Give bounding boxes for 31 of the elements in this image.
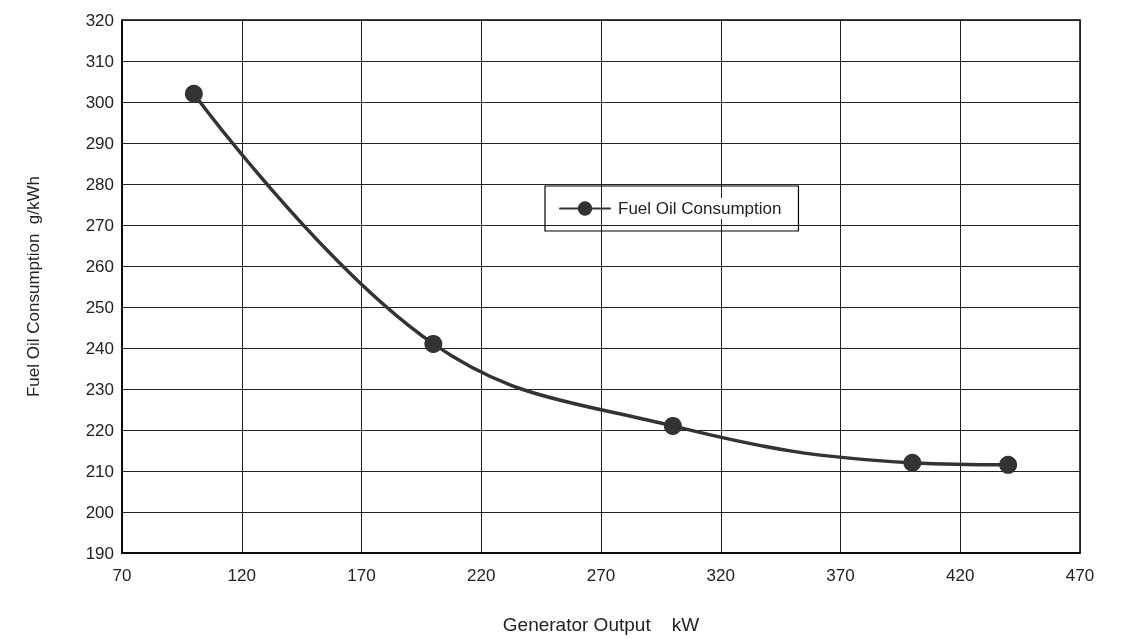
legend-label: Fuel Oil Consumption — [618, 199, 782, 218]
y-tick-label: 200 — [85, 502, 114, 522]
point — [903, 453, 922, 472]
y-tick-label: 310 — [85, 51, 114, 71]
y-axis-title: Fuel Oil Consumption g/kWh — [24, 175, 43, 398]
point — [999, 455, 1018, 474]
y-tick-label: 270 — [85, 215, 114, 235]
x-tick-label: 120 — [227, 566, 256, 585]
x-tick-label: 270 — [586, 566, 616, 585]
x-tick-label: 420 — [946, 566, 975, 585]
x-tick-label: 470 — [1065, 566, 1095, 585]
y-tick-label: 230 — [85, 379, 114, 399]
y-tick-label: 240 — [85, 338, 114, 358]
point — [184, 84, 203, 103]
y-tick-label: 280 — [85, 174, 114, 194]
y-tick-label: 250 — [85, 297, 114, 317]
y-tick-label: 210 — [85, 461, 114, 481]
x-tick-label: 370 — [826, 566, 855, 585]
y-tick-label: 190 — [85, 543, 114, 563]
x-tick-label: 320 — [706, 566, 735, 585]
y-tick-label: 300 — [85, 92, 114, 112]
x-tick-label: 70 — [112, 566, 132, 585]
y-tick-label: 220 — [85, 420, 114, 440]
x-tick-label: 220 — [467, 566, 496, 585]
x-axis-title: Generator Output kW — [502, 614, 700, 635]
y-tick-label: 320 — [85, 10, 114, 30]
point — [424, 334, 443, 353]
x-tick-label: 170 — [347, 566, 376, 585]
y-tick-label: 260 — [85, 256, 114, 276]
y-tick-label: 290 — [85, 133, 114, 153]
point — [663, 416, 682, 435]
